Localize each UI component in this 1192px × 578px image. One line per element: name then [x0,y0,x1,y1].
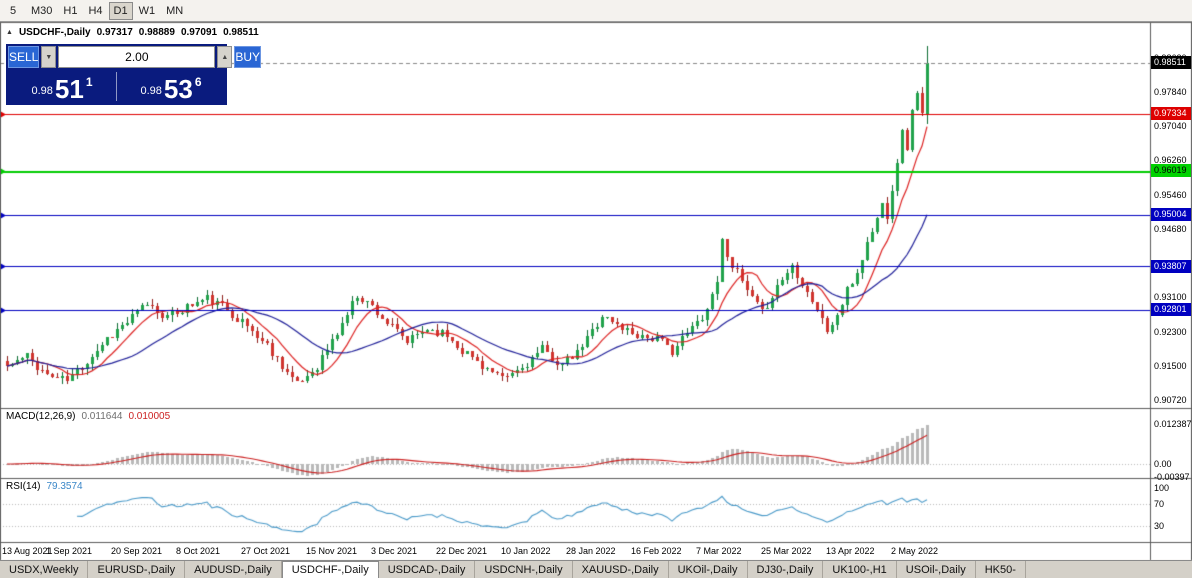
date-axis-label: 8 Oct 2021 [176,546,221,556]
tab-usoil-daily[interactable]: USOil-,Daily [897,561,976,578]
date-axis-label: 25 Mar 2022 [761,546,812,556]
price-line-label-0.97334: 0.97334 [1151,107,1191,121]
tab-usdx-weekly[interactable]: USDX,Weekly [0,561,89,578]
rsi-label: RSI(14) [6,481,41,492]
collapse-arrow-icon[interactable]: ▲ [6,29,13,36]
ohlc-open: 0.97317 [96,27,133,38]
price-line-label-0.98511: 0.98511 [1151,56,1191,70]
timeframe-toolbar: 5 M30 H1 H4 D1 W1 MN [0,0,1192,22]
price-axis-tick: 0.91500 [1154,361,1187,372]
date-axis-label: 28 Jan 2022 [566,546,616,556]
buy-price[interactable]: 0.98 53 6 [117,70,225,103]
tab-audusd-daily[interactable]: AUDUSD-,Daily [185,561,282,578]
one-click-trading-panel: SELL ▼ ▲ BUY 0.98 51 1 0.98 53 6 [6,44,262,105]
macd-axis-label: -0.00397 [1154,471,1190,482]
tab-ukoil-daily[interactable]: UKOil-,Daily [669,561,748,578]
tab-uk100-h1[interactable]: UK100-,H1 [823,561,897,578]
price-line-label-0.92801: 0.92801 [1151,303,1191,317]
price-axis-tick: 0.92300 [1154,326,1187,337]
rsi-value: 79.3574 [46,481,83,492]
date-axis-label: 13 Apr 2022 [826,546,875,556]
sell-price-big: 51 [54,74,84,104]
price-axis-tick: 0.97840 [1154,86,1187,97]
timeframe-button-h1[interactable]: H1 [63,4,78,17]
timeframe-button-h4[interactable]: H4 [88,4,103,17]
sell-price-pip: 1 [85,75,93,89]
macd-axis-label: 0.00 [1154,459,1172,469]
timeframe-button-5[interactable]: 5 [9,4,17,17]
lot-size-input[interactable] [58,46,216,68]
tab-hk50-[interactable]: HK50- [976,561,1026,578]
spin-down-icon: ▼ [45,53,53,61]
buy-price-pip: 6 [194,75,202,89]
price-axis-tick: 0.97040 [1154,121,1187,132]
date-axis-label: 2 May 2022 [891,546,939,556]
tab-usdcad-daily[interactable]: USDCAD-,Daily [379,561,476,578]
timeframe-button-w1[interactable]: W1 [138,4,156,17]
price-axis-tick: 0.93100 [1154,291,1187,302]
buy-button[interactable]: BUY [234,46,262,68]
lot-increase-button[interactable]: ▲ [217,46,233,68]
price-axis-tick: 0.96260 [1154,155,1187,166]
tab-eurusd-daily[interactable]: EURUSD-,Daily [88,561,186,578]
price-line-label-0.93807: 0.93807 [1151,259,1191,273]
sell-price-prefix: 0.98 [31,85,53,97]
rsi-axis-label: 70 [1154,499,1165,510]
price-axis-tick: 0.95460 [1154,189,1187,200]
tab-usdcnh-daily[interactable]: USDCNH-,Daily [475,561,573,578]
date-axis-label: 7 Mar 2022 [696,546,742,556]
macd-label: MACD(12,26,9) [6,411,76,422]
ohlc-close: 0.98511 [223,27,259,38]
price-axis-tick: 0.90720 [1154,394,1187,405]
macd-main-value: 0.011644 [81,411,123,422]
date-axis-label: 20 Sep 2021 [111,546,163,556]
tab-xauusd-daily[interactable]: XAUUSD-,Daily [573,561,669,578]
timeframe-button-d1[interactable]: D1 [108,1,133,20]
price-line-label-0.96019: 0.96019 [1151,164,1191,178]
date-axis-label: 3 Dec 2021 [371,546,418,556]
spin-up-icon: ▲ [221,53,229,61]
tab-dj30-daily[interactable]: DJ30-,Daily [748,561,824,578]
rsi-header: RSI(14) 79.3574 [6,481,83,492]
date-axis-label: 15 Nov 2021 [306,546,358,556]
rsi-axis-label: 30 [1154,520,1165,531]
timeframe-button-m30[interactable]: M30 [31,4,53,17]
chart-header: ▲ USDCHF-,Daily 0.97317 0.98889 0.97091 … [6,27,259,38]
date-axis-label: 10 Jan 2022 [501,546,551,556]
rsi-axis-label: 100 [1154,483,1170,493]
macd-header: MACD(12,26,9) 0.011644 0.010005 [6,411,170,422]
lot-decrease-button[interactable]: ▼ [41,46,57,68]
macd-axis-label: 0.012387 [1154,419,1192,429]
chart-tabs-bar: USDX,Weekly EURUSD-,Daily AUDUSD-,Daily USD… [0,560,1192,578]
date-axis-label: 1 Sep 2021 [46,546,93,556]
macd-signal-value: 0.010005 [128,411,171,422]
buy-price-big: 53 [163,74,193,104]
chart-title: USDCHF-,Daily [18,27,91,38]
sell-price[interactable]: 0.98 51 1 [8,70,116,103]
tab-usdchf-daily[interactable]: USDCHF-,Daily [281,561,379,578]
timeframe-button-mn[interactable]: MN [166,4,184,17]
date-axis-label: 16 Feb 2022 [631,546,682,556]
price-divider [116,72,117,101]
date-axis-label: 22 Dec 2021 [436,546,488,556]
ohlc-high: 0.98889 [138,27,175,38]
buy-price-prefix: 0.98 [140,85,162,97]
price-line-label-0.95004: 0.95004 [1151,208,1191,222]
ohlc-low: 0.97091 [180,27,218,38]
date-axis-label: 13 Aug 2021 [2,546,53,556]
price-axis-tick: 0.94680 [1154,223,1187,234]
sell-button[interactable]: SELL [8,46,40,68]
date-axis-label: 27 Oct 2021 [241,546,291,556]
